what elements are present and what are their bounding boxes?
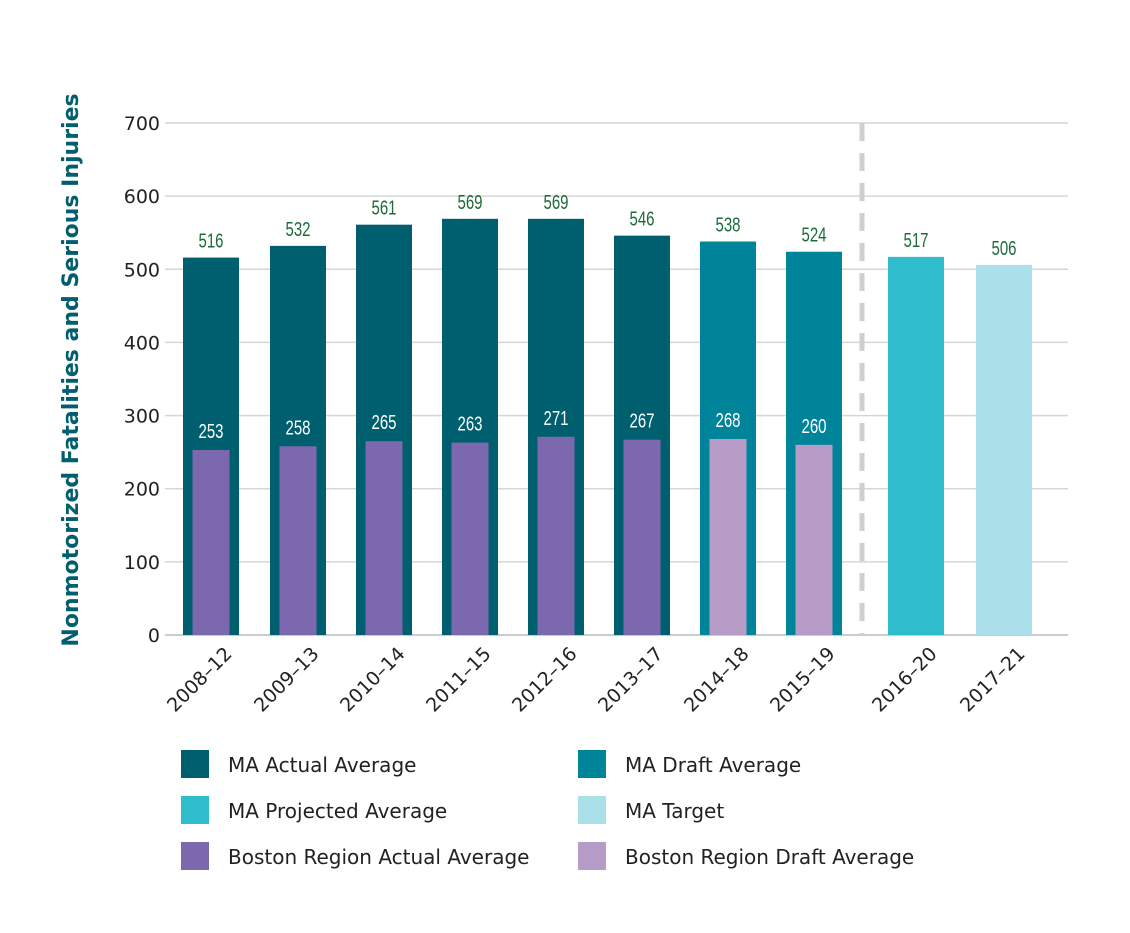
ma-value-label: 538	[715, 213, 740, 236]
boston-value-label: 263	[457, 413, 482, 436]
ma-bar	[976, 264, 1032, 635]
boston-bar	[709, 438, 747, 635]
boston-bar	[537, 436, 575, 635]
x-tick-label: 2012–16	[508, 643, 582, 717]
legend-swatch-projected	[181, 796, 209, 824]
boston-value-label: 267	[629, 410, 654, 433]
ma-value-label: 516	[198, 229, 223, 252]
y-axis-label: Nonmotorized Fatalities and Serious Inju…	[59, 93, 84, 646]
ma-value-label: 506	[991, 237, 1016, 260]
x-tick-label: 2014–18	[680, 643, 754, 717]
x-tick-label: 2009–13	[250, 643, 324, 717]
legend-swatch-bdraft	[578, 842, 606, 870]
legend-label-bactual: Boston Region Actual Average	[228, 845, 529, 869]
y-tick-label: 0	[148, 625, 160, 647]
x-tick-label: 2013–17	[594, 643, 668, 717]
x-tick-label: 2016–20	[868, 643, 942, 717]
ma-value-label: 532	[285, 218, 310, 241]
x-tick-label: 2015–19	[766, 643, 840, 717]
y-tick-label: 500	[124, 259, 160, 281]
legend-label-target: MA Target	[625, 799, 724, 823]
x-tick-label: 2011–15	[422, 643, 496, 717]
y-tick-label: 100	[124, 552, 160, 574]
boston-value-label: 260	[801, 415, 826, 438]
boston-bar	[279, 446, 317, 635]
legend: MA Actual Average MA Draft Average MA Proj…	[181, 750, 914, 870]
y-tick-label: 600	[124, 186, 160, 208]
x-tick-label: 2010–14	[336, 643, 410, 717]
x-tick-label: 2008–12	[163, 643, 237, 717]
y-tick-label: 400	[124, 332, 160, 354]
boston-bar	[451, 442, 489, 635]
boston-value-label: 271	[543, 407, 568, 430]
ma-value-label: 569	[457, 191, 482, 214]
y-tick-label: 700	[124, 113, 160, 135]
legend-label-draft: MA Draft Average	[625, 753, 801, 777]
ma-value-label: 569	[543, 191, 568, 214]
legend-swatch-bactual	[181, 842, 209, 870]
legend-swatch-target	[578, 796, 606, 824]
legend-swatch-actual	[181, 750, 209, 778]
legend-label-projected: MA Projected Average	[228, 799, 447, 823]
x-tick-label: 2017–21	[956, 643, 1030, 717]
ma-value-label: 561	[371, 197, 396, 220]
boston-value-label: 268	[715, 409, 740, 432]
boston-value-label: 265	[371, 411, 396, 434]
ma-value-label: 546	[629, 208, 654, 231]
boston-bar	[365, 441, 403, 635]
y-tick-label: 300	[124, 406, 160, 428]
boston-bar	[192, 449, 230, 635]
ma-value-label: 517	[903, 229, 928, 252]
boston-bar	[623, 439, 661, 635]
bars: 516 253 532 258 561 265 569 263 569 271 546 267 538 2…	[183, 191, 1032, 635]
legend-label-bdraft: Boston Region Draft Average	[625, 845, 914, 869]
legend-swatch-draft	[578, 750, 606, 778]
y-tick-label: 200	[124, 479, 160, 501]
boston-bar	[795, 444, 833, 635]
ma-value-label: 524	[801, 224, 826, 247]
legend-label-actual: MA Actual Average	[228, 753, 416, 777]
boston-value-label: 253	[198, 420, 223, 443]
boston-value-label: 258	[285, 416, 310, 439]
ma-bar	[888, 256, 944, 635]
